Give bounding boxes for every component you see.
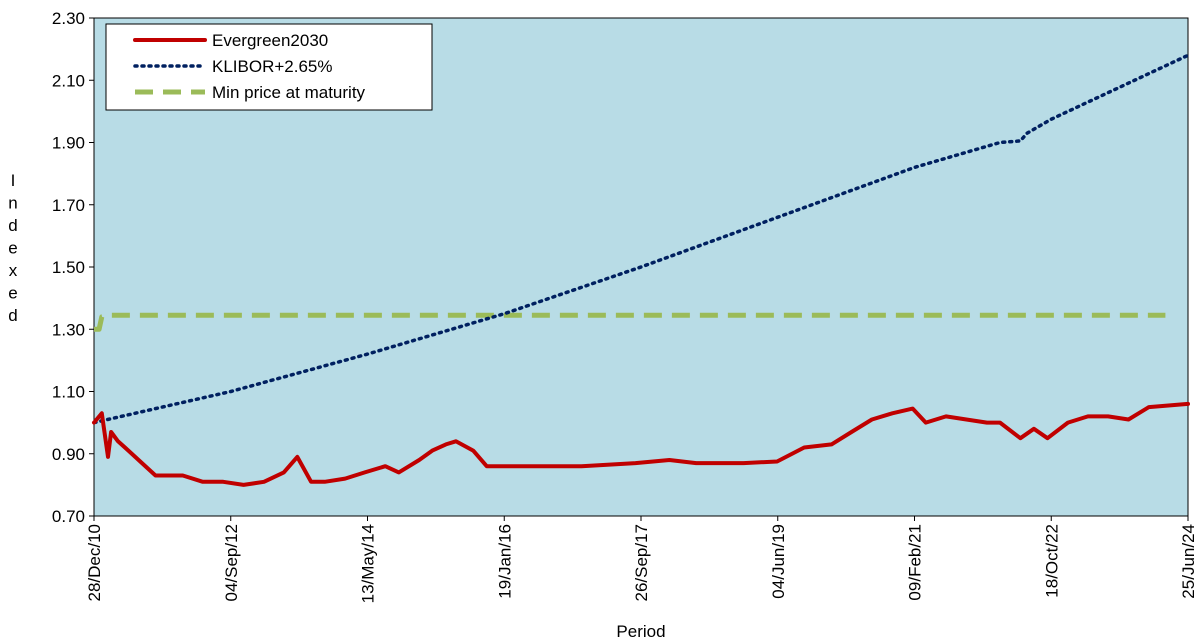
y-axis-label-letter: d bbox=[8, 306, 17, 325]
x-tick-label: 18/Oct/22 bbox=[1042, 524, 1061, 598]
legend-label-1: KLIBOR+2.65% bbox=[212, 57, 333, 76]
series-line-2 bbox=[94, 312, 1166, 332]
y-axis-label-letter: e bbox=[8, 239, 17, 258]
x-tick-label: 19/Jan/16 bbox=[495, 524, 514, 599]
series-line-0 bbox=[92, 401, 1190, 487]
x-tick-label: 28/Dec/10 bbox=[85, 524, 104, 602]
y-tick-label: 2.10 bbox=[52, 71, 85, 90]
legend-label-0: Evergreen2030 bbox=[212, 31, 328, 50]
x-tick-label: 04/Jun/19 bbox=[769, 524, 788, 599]
x-axis-label: Period bbox=[616, 622, 665, 641]
y-tick-label: 1.90 bbox=[52, 134, 85, 153]
x-tick-label: 25/Jun/24 bbox=[1179, 524, 1198, 599]
y-axis-label-letter: e bbox=[8, 284, 17, 303]
y-axis-label-letter: x bbox=[9, 261, 18, 280]
x-tick-label: 04/Sep/12 bbox=[222, 524, 241, 602]
y-tick-label: 0.90 bbox=[52, 445, 85, 464]
x-axis: 28/Dec/10 04/Sep/12 13/May/14 19/Jan/16 26/S… bbox=[85, 516, 1198, 603]
y-axis-label-letter: n bbox=[8, 194, 17, 213]
y-tick-label: 2.30 bbox=[52, 9, 85, 28]
y-tick-label: 1.10 bbox=[52, 383, 85, 402]
y-axis: 0.70 0.90 1.10 1.30 1.50 1.70 1.90 2.10 2.30 bbox=[52, 9, 94, 526]
y-axis-label-letter: I bbox=[11, 171, 16, 190]
x-tick-label: 26/Sep/17 bbox=[632, 524, 651, 602]
y-tick-label: 0.70 bbox=[52, 507, 85, 526]
series-layer bbox=[92, 53, 1190, 487]
legend-label-2: Min price at maturity bbox=[212, 83, 366, 102]
x-tick-label: 09/Feb/21 bbox=[906, 524, 925, 601]
y-tick-label: 1.30 bbox=[52, 320, 85, 339]
y-tick-label: 1.50 bbox=[52, 258, 85, 277]
y-tick-label: 1.70 bbox=[52, 196, 85, 215]
series-line-1 bbox=[92, 53, 1190, 425]
x-tick-label: 13/May/14 bbox=[359, 524, 378, 603]
legend: Evergreen2030 KLIBOR+2.65% Min price at ma… bbox=[105, 23, 433, 111]
y-axis-label-letter: d bbox=[8, 216, 17, 235]
